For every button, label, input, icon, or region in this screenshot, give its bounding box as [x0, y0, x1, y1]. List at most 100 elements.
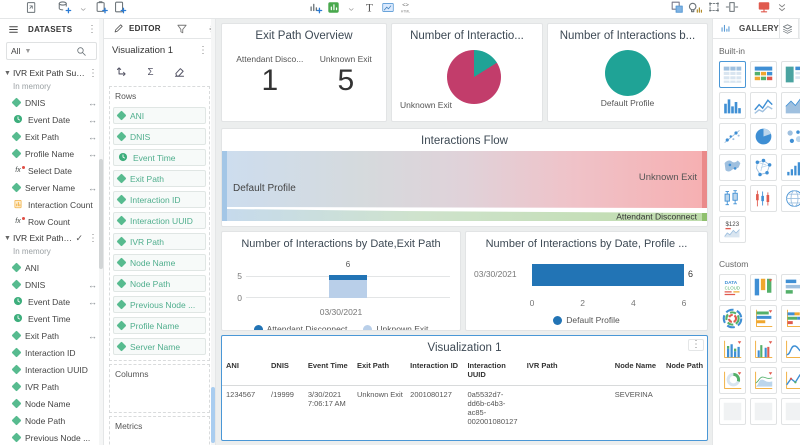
dataset-field[interactable]: DNIS↔ — [0, 276, 103, 293]
row-pill[interactable]: Event Time — [113, 149, 206, 166]
flow-link-unknown-exit[interactable] — [227, 151, 702, 208]
add-page-icon[interactable] — [112, 0, 127, 15]
layers-tool-icon[interactable] — [669, 0, 684, 15]
gallery-thumb-scatter-plot[interactable] — [719, 123, 746, 150]
insights-tool-icon[interactable] — [687, 0, 703, 16]
add-dataset-icon[interactable] — [56, 0, 73, 15]
new-viz-icon[interactable] — [326, 0, 341, 16]
table-column-header[interactable]: ANI — [222, 358, 267, 386]
flow-diagram[interactable]: Default Profile Unknown Exit Attendant D… — [222, 151, 707, 221]
table-column-header[interactable]: Interaction ID — [406, 358, 463, 386]
fit-width-tool-icon[interactable] — [724, 0, 739, 15]
gallery-thumb-column-chart[interactable] — [781, 154, 800, 181]
collapse-toolbar-icon[interactable] — [774, 0, 789, 16]
gallery-thumb-line-chart[interactable] — [750, 92, 777, 119]
row-pill[interactable]: Previous Node ... — [113, 296, 206, 313]
pie-chart[interactable] — [447, 50, 501, 104]
dataset-field[interactable]: Event Date↔ — [0, 111, 103, 128]
rows-dropzone[interactable]: Rows ANIDNISEvent TimeExit PathInteracti… — [109, 86, 210, 361]
menu-icon[interactable] — [6, 21, 21, 37]
dataset-field[interactable]: Node Name — [0, 395, 103, 412]
hbar-default-profile[interactable] — [532, 264, 684, 286]
card-profile-circle[interactable]: Number of Interactions b... Default Prof… — [547, 23, 708, 122]
flow-node-unknown-exit[interactable] — [702, 151, 707, 208]
dataset-field[interactable]: Interaction Count — [0, 196, 103, 213]
gallery-thumb-curve-chart[interactable] — [781, 336, 800, 363]
gallery-thumb-data-table[interactable] — [750, 274, 777, 301]
gallery-thumb-candlestick-chart[interactable] — [750, 185, 777, 212]
gallery-thumb-kpi-chart[interactable]: $123 — [719, 216, 746, 243]
gallery-thumb-partial[interactable] — [750, 398, 777, 425]
columns-dropzone[interactable]: Columns — [109, 364, 210, 413]
dataset-field[interactable]: Exit Path↔ — [0, 327, 103, 344]
gallery-thumb-partial[interactable] — [781, 398, 800, 425]
dataset-row[interactable]: ▼IVR Exit Path Summ...⋮ — [0, 65, 103, 81]
card-bar-chart[interactable]: Number of Interactions by Date,Exit Path… — [221, 231, 461, 331]
gallery-thumb-colored-table[interactable] — [750, 61, 777, 88]
row-pill[interactable]: Profile Name — [113, 317, 206, 334]
card-interactions-flow[interactable]: Interactions Flow — [221, 128, 708, 227]
aggregate-sigma-icon[interactable]: Σ — [143, 63, 158, 79]
gallery-thumb-area-chart[interactable] — [781, 92, 800, 119]
gallery-thumb-network-chart[interactable] — [750, 154, 777, 181]
gallery-thumb-h-bars[interactable] — [781, 274, 800, 301]
dataset-field[interactable]: DNIS↔ — [0, 94, 103, 111]
present-tool-icon[interactable] — [756, 0, 771, 15]
datasets-kebab-icon[interactable]: ⋮ — [84, 24, 100, 35]
datasets-scrollbar[interactable] — [99, 19, 103, 445]
dataset-field[interactable]: Event Time — [0, 310, 103, 327]
table-column-header[interactable]: Node Name — [611, 358, 662, 386]
table-column-header[interactable]: DNIS — [267, 358, 304, 386]
dataset-field[interactable]: Interaction ID — [0, 344, 103, 361]
dataset-field[interactable]: fxRow Count — [0, 213, 103, 230]
chevron-down-icon[interactable] — [76, 2, 91, 18]
gallery-thumb-grouped-columns[interactable] — [750, 336, 777, 363]
dataset-field[interactable]: Node Path — [0, 412, 103, 429]
gallery-thumb-area-colored[interactable] — [750, 367, 777, 394]
card-interactions-pie[interactable]: Number of Interactio... Unknown Exit — [391, 23, 543, 122]
row-pill[interactable]: Exit Path — [113, 170, 206, 187]
gallery-thumb-column-colored[interactable] — [719, 336, 746, 363]
table-column-header[interactable]: Node Path — [662, 358, 707, 386]
gallery-thumb-pie-chart[interactable] — [750, 123, 777, 150]
card-data-table[interactable]: Visualization 1 ⋮ ANIDNISEvent TimeExit … — [221, 335, 708, 441]
row-pill[interactable]: Node Name — [113, 254, 206, 271]
chevron-down-icon[interactable] — [344, 2, 359, 18]
table-kebab-icon[interactable]: ⋮ — [688, 339, 704, 351]
tab-editor[interactable]: EDITOR — [104, 19, 168, 38]
gallery-thumb-sunburst[interactable] — [719, 305, 746, 332]
card-hbar-chart[interactable]: Number of Interactions by Date, Profile … — [465, 231, 708, 331]
editor-scrollbar[interactable] — [211, 19, 215, 445]
dataset-field[interactable]: IVR Path — [0, 378, 103, 395]
row-pill[interactable]: DNIS — [113, 128, 206, 145]
dataset-field[interactable]: Interaction UUID — [0, 361, 103, 378]
gallery-thumb-globe-chart[interactable] — [781, 185, 800, 212]
table-column-header[interactable]: IVR Path — [523, 358, 611, 386]
add-sheet-icon[interactable] — [94, 0, 109, 15]
gallery-thumb-bubble-chart[interactable] — [781, 123, 800, 150]
row-pill[interactable]: Interaction ID — [113, 191, 206, 208]
editor-scrollbar-thumb[interactable] — [211, 387, 215, 443]
table-row[interactable]: 1234567/199993/30/2021 7:06:17 AMUnknown… — [222, 386, 707, 429]
clear-icon[interactable] — [172, 63, 187, 79]
dataset-field[interactable]: Event Date↔ — [0, 293, 103, 310]
dataset-field[interactable]: ANI — [0, 259, 103, 276]
dataset-field[interactable]: fxSelect Date — [0, 162, 103, 179]
text-tool-icon[interactable]: T — [362, 0, 377, 16]
gallery-thumb-box-plot[interactable] — [719, 185, 746, 212]
gallery-layers-tab[interactable] — [779, 19, 798, 38]
row-pill[interactable]: ANI — [113, 107, 206, 124]
swap-axes-icon[interactable] — [114, 63, 129, 79]
dataset-field[interactable]: Previous Node ... — [0, 429, 103, 445]
gallery-thumb-map-chart[interactable] — [719, 154, 746, 181]
table-column-header[interactable]: Interaction UUID — [463, 358, 522, 386]
image-tool-icon[interactable] — [380, 0, 395, 16]
tab-filter[interactable] — [168, 19, 200, 38]
dataset-field[interactable]: Profile Name↔ — [0, 145, 103, 162]
dataset-field[interactable]: Server Name↔ — [0, 179, 103, 196]
import-file-icon[interactable] — [24, 0, 39, 16]
metrics-dropzone[interactable]: Metrics — [109, 416, 210, 445]
row-pill[interactable]: Node Path — [113, 275, 206, 292]
row-pill[interactable]: IVR Path — [113, 233, 206, 250]
flow-node-default-profile[interactable] — [222, 151, 227, 221]
